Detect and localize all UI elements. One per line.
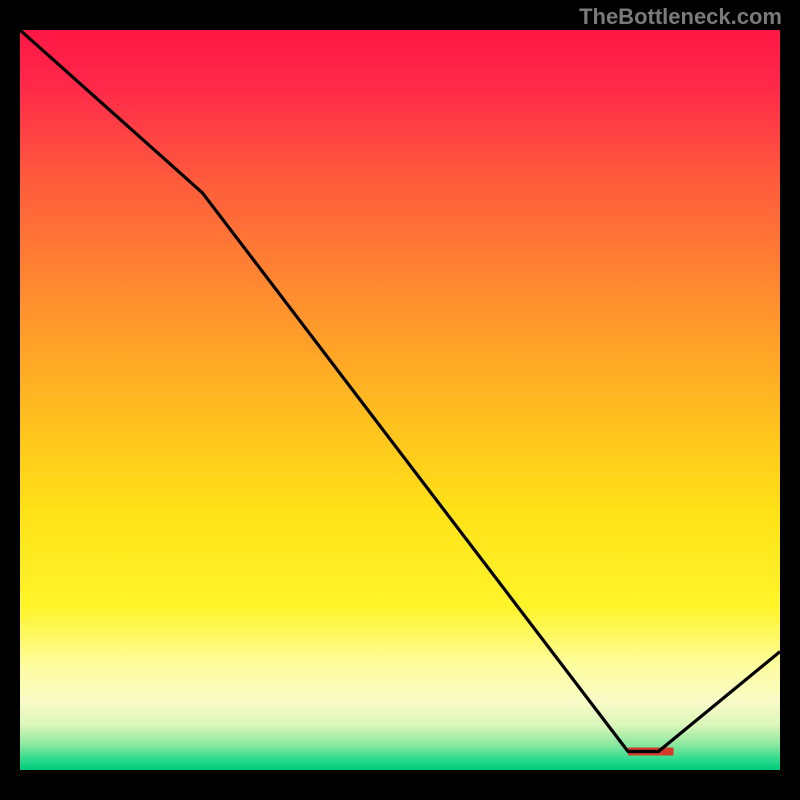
bottleneck-chart-svg [20, 30, 780, 770]
chart-container: TheBottleneck.com [0, 0, 800, 800]
chart-background-gradient [20, 30, 780, 770]
plot-area [20, 30, 780, 770]
watermark-text: TheBottleneck.com [579, 4, 782, 30]
